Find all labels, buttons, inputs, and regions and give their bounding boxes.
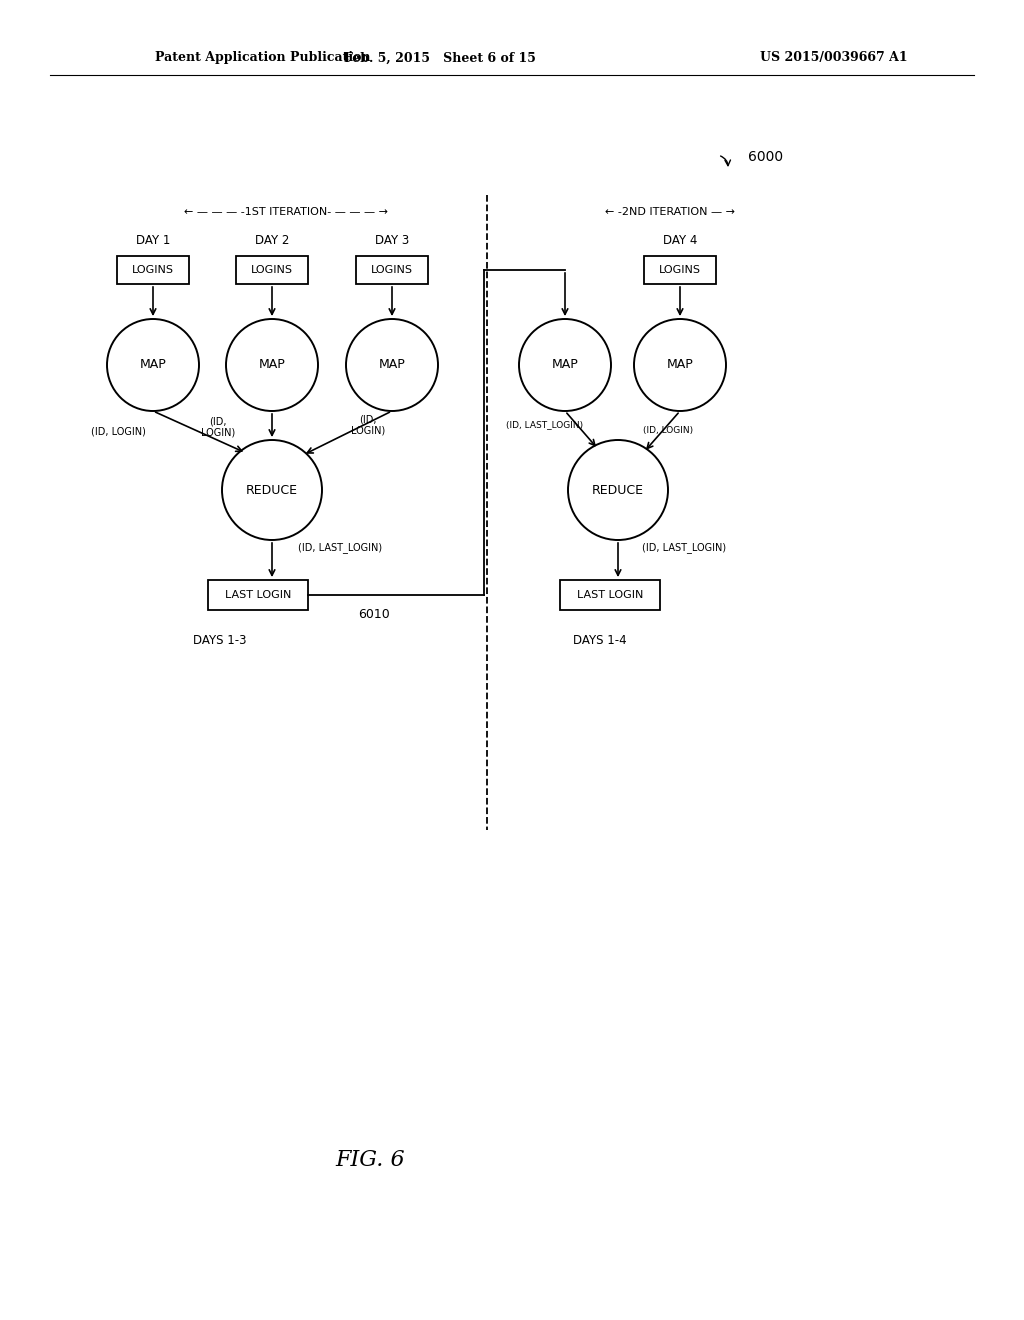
Bar <box>236 256 308 284</box>
Text: 6010: 6010 <box>358 609 390 622</box>
Text: MAP: MAP <box>139 359 166 371</box>
Text: (ID,
LOGIN): (ID, LOGIN) <box>201 416 236 438</box>
Text: DAY 2: DAY 2 <box>255 234 289 247</box>
Text: DAY 4: DAY 4 <box>663 234 697 247</box>
Text: (ID, LOGIN): (ID, LOGIN) <box>643 425 693 434</box>
Text: Patent Application Publication: Patent Application Publication <box>155 51 371 65</box>
Text: (ID,
LOGIN): (ID, LOGIN) <box>351 414 385 436</box>
Bar <box>356 256 428 284</box>
Circle shape <box>346 319 438 411</box>
Text: (ID, LOGIN): (ID, LOGIN) <box>90 426 145 437</box>
Bar <box>644 256 716 284</box>
Text: DAYS 1-3: DAYS 1-3 <box>194 634 247 647</box>
Text: DAY 3: DAY 3 <box>375 234 410 247</box>
Text: MAP: MAP <box>259 359 286 371</box>
Text: (ID, LAST_LOGIN): (ID, LAST_LOGIN) <box>507 421 584 429</box>
Text: US 2015/0039667 A1: US 2015/0039667 A1 <box>760 51 907 65</box>
Text: Feb. 5, 2015   Sheet 6 of 15: Feb. 5, 2015 Sheet 6 of 15 <box>344 51 536 65</box>
Text: LOGINS: LOGINS <box>659 265 701 275</box>
Circle shape <box>222 440 322 540</box>
Text: LOGINS: LOGINS <box>371 265 413 275</box>
Text: LAST LOGIN: LAST LOGIN <box>577 590 643 601</box>
Circle shape <box>106 319 199 411</box>
Text: MAP: MAP <box>667 359 693 371</box>
Text: DAYS 1-4: DAYS 1-4 <box>573 634 627 647</box>
Circle shape <box>519 319 611 411</box>
Text: MAP: MAP <box>552 359 579 371</box>
Text: ← -2ND ITERATION — →: ← -2ND ITERATION — → <box>605 207 735 216</box>
Circle shape <box>226 319 318 411</box>
Bar <box>117 256 189 284</box>
Circle shape <box>634 319 726 411</box>
Text: LOGINS: LOGINS <box>251 265 293 275</box>
Text: REDUCE: REDUCE <box>246 483 298 496</box>
Bar <box>560 579 660 610</box>
Text: 6000: 6000 <box>748 150 783 164</box>
Text: FIG. 6: FIG. 6 <box>335 1148 404 1171</box>
Text: (ID, LAST_LOGIN): (ID, LAST_LOGIN) <box>642 543 726 553</box>
Text: LAST LOGIN: LAST LOGIN <box>225 590 291 601</box>
Text: MAP: MAP <box>379 359 406 371</box>
Bar <box>208 579 308 610</box>
Text: REDUCE: REDUCE <box>592 483 644 496</box>
Text: ← — — — -1ST ITERATION- — — — →: ← — — — -1ST ITERATION- — — — → <box>184 207 388 216</box>
Text: DAY 1: DAY 1 <box>136 234 170 247</box>
Text: LOGINS: LOGINS <box>132 265 174 275</box>
Text: (ID, LAST_LOGIN): (ID, LAST_LOGIN) <box>298 543 382 553</box>
Circle shape <box>568 440 668 540</box>
